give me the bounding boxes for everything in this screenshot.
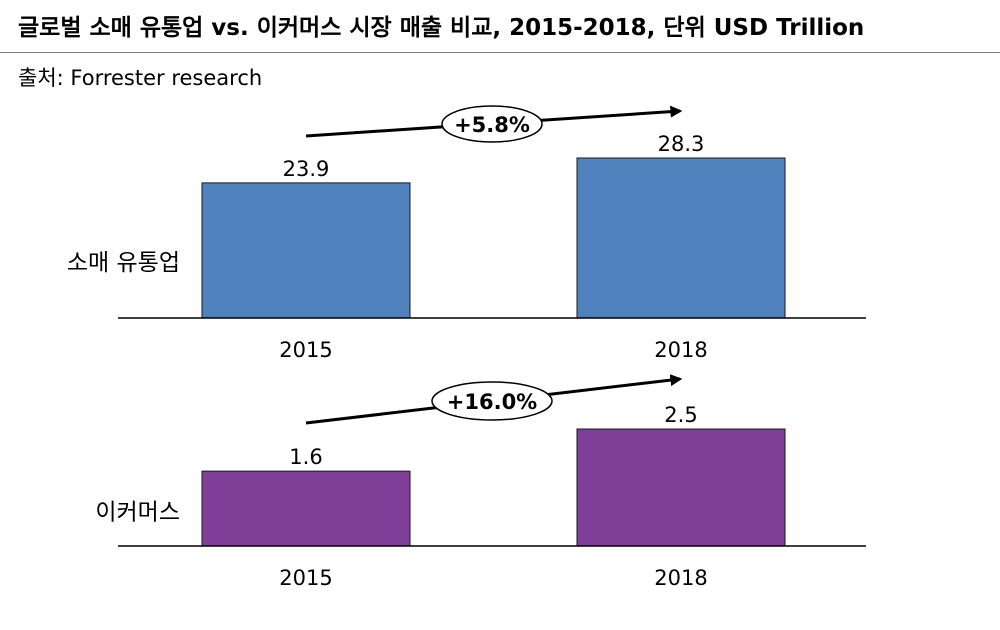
category-label: 2015 (279, 566, 332, 590)
value-label: 28.3 (658, 132, 705, 156)
value-label: 2.5 (664, 403, 697, 427)
bar-2018 (576, 157, 786, 319)
bar-2018 (576, 428, 786, 547)
bar-2015 (201, 182, 411, 319)
value-label: 23.9 (283, 157, 330, 181)
growth-callout (441, 105, 543, 143)
growth-label: +5.8% (454, 113, 530, 137)
bar-2015 (201, 470, 411, 547)
category-label: 2018 (654, 566, 707, 590)
panel-1: 소매 유통업 23.9 2015 28.3 2018 +5.8% (67, 105, 866, 362)
category-label: 2015 (279, 338, 332, 362)
chart-title: 글로벌 소매 유통업 vs. 이커머스 시장 매출 비교, 2015-2018,… (18, 15, 865, 41)
series-label: 이커머스 (95, 500, 180, 526)
growth-callout (431, 381, 553, 421)
value-label: 1.6 (289, 445, 322, 469)
title-divider (0, 52, 1000, 53)
source-note: 출처: Forrester research (18, 66, 263, 90)
growth-label: +16.0% (447, 390, 537, 414)
panel-2: 이커머스 1.6 2015 2.5 2018 +16.0% (95, 374, 866, 590)
category-label: 2018 (654, 338, 707, 362)
series-label: 소매 유통업 (67, 250, 180, 276)
